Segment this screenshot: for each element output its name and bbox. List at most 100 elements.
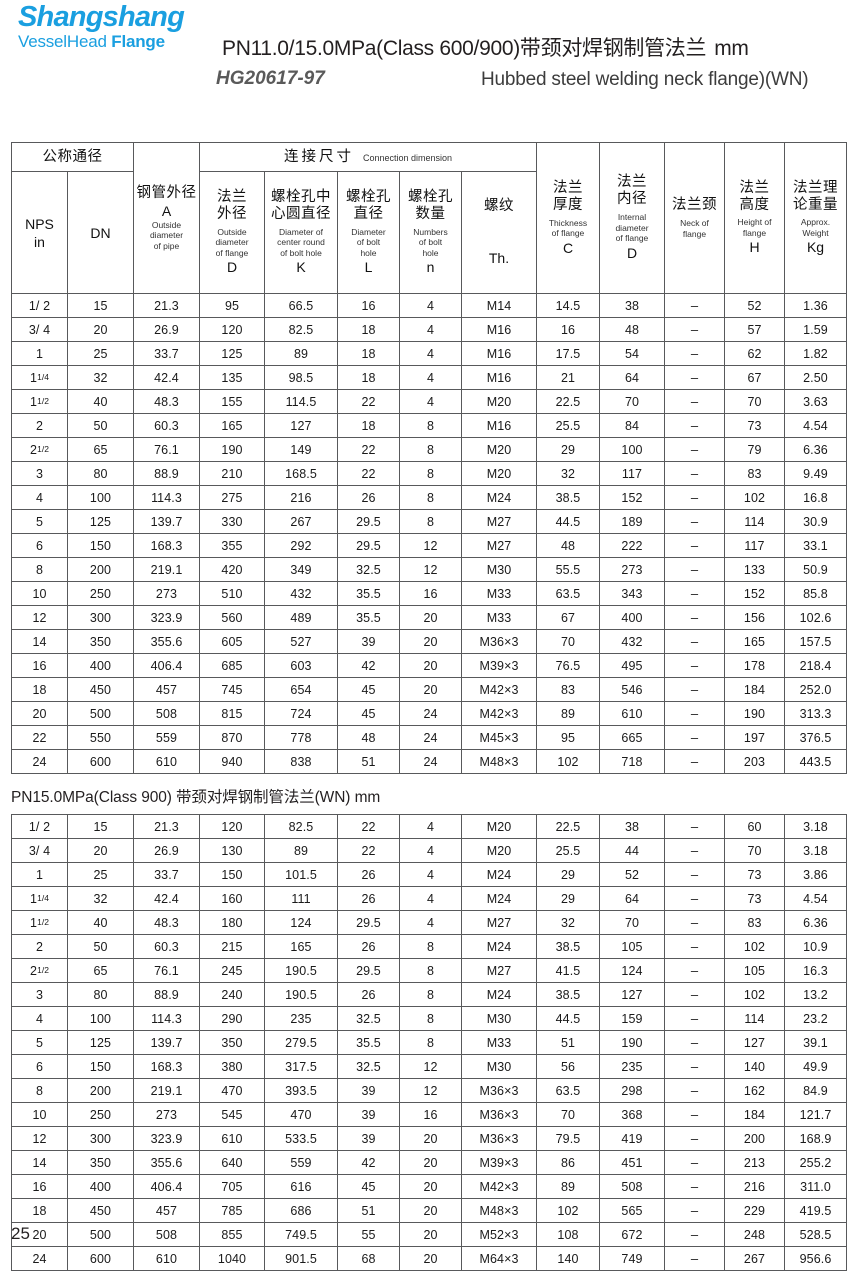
table-row: 18 450 457 745 654 45 20 M42×3 83 546 – 184 252.0 xyxy=(11,677,847,702)
table-cell: – xyxy=(664,1150,725,1175)
table-cell: 102 xyxy=(724,982,785,1007)
table-cell: 45 xyxy=(337,1174,400,1199)
flange-spec-table-2: 1/ 2 15 21.3 120 82.5 22 4 M20 22.5 38–60 3.18 3/ 4… xyxy=(11,814,847,1271)
table-cell: 451 xyxy=(599,1150,665,1175)
table-cell: 8 xyxy=(399,437,462,462)
col-inner-en2: diameter xyxy=(615,222,649,233)
table-cell: M16 xyxy=(461,317,537,342)
table-cell: 560 xyxy=(199,605,265,630)
table-cell: 18 xyxy=(337,317,400,342)
table-cell: 73 xyxy=(724,862,785,887)
group-nominal-bore: 公称通径 xyxy=(11,142,134,172)
table-cell: 159 xyxy=(599,1006,665,1031)
table-cell: 654 xyxy=(264,677,338,702)
table-cell: 3/ 4 xyxy=(11,317,68,342)
table-cell: 12 xyxy=(399,1054,462,1079)
table-cell: 323.9 xyxy=(133,605,200,630)
table-cell: 70 xyxy=(724,389,785,414)
table-cell: 117 xyxy=(599,461,665,486)
table-cell: – xyxy=(664,814,725,839)
table-cell: M39×3 xyxy=(461,1150,537,1175)
table-cell: 600 xyxy=(67,1246,134,1271)
table-cell: 252.0 xyxy=(784,677,847,702)
empty-value-dash: – xyxy=(690,754,699,769)
table-cell: – xyxy=(664,341,725,366)
table-cell: 9.49 xyxy=(784,461,847,486)
logo-tagline: VesselHead Flange xyxy=(18,32,208,52)
table2-wrapper: 1/ 2 15 21.3 120 82.5 22 4 M20 22.5 38–60 3.18 3/ 4… xyxy=(0,814,857,1271)
col-inner-en3: of flange xyxy=(615,233,649,244)
table-cell: 14.5 xyxy=(536,293,600,318)
table-cell: 778 xyxy=(264,725,338,750)
table-cell: 84 xyxy=(599,413,665,438)
table-cell: 222 xyxy=(599,533,665,558)
col-pipe-od-en3: of pipe xyxy=(153,240,180,251)
col-height-symbol: H xyxy=(749,239,760,255)
page-title-en: Hubbed steel welding neck flange)(WN) xyxy=(481,69,809,90)
table-cell: 420 xyxy=(199,557,265,582)
table-cell: M30 xyxy=(461,557,537,582)
table-cell: 44.5 xyxy=(536,1006,600,1031)
table-cell: – xyxy=(664,982,725,1007)
table-row: 8 200 219.1 470 393.5 39 12 M36×3 63.5 298 – 162 84.… xyxy=(11,1078,847,1103)
header-group-row: 公称通径 钢管外径 A Outside diameter of pipe xyxy=(11,142,847,294)
table-cell: 533.5 xyxy=(264,1126,338,1151)
table-cell: – xyxy=(664,1126,725,1151)
col-flange-od-en2: diameter xyxy=(215,237,249,248)
table-cell: 35.5 xyxy=(337,581,400,606)
table-cell: – xyxy=(664,1198,725,1223)
table-cell: 25 xyxy=(67,862,134,887)
col-nps-unit: in xyxy=(34,233,45,250)
table-cell: 45 xyxy=(337,701,400,726)
table-cell: 559 xyxy=(133,725,200,750)
table-cell: M16 xyxy=(461,341,537,366)
table-row: 3 80 88.9 240 190.5 26 8 M24 38.5 127 – 102 13.2 xyxy=(11,982,847,1007)
table-cell: 60.3 xyxy=(133,934,200,959)
table-cell: 48 xyxy=(599,317,665,342)
table-cell: 21.3 xyxy=(133,814,200,839)
table-cell: 125 xyxy=(67,509,134,534)
table-cell: 4 xyxy=(399,862,462,887)
col-bolt-circle-diameter: 螺栓孔中 心圆直径 Diameter of center round of bo… xyxy=(264,171,338,294)
table-cell: 68 xyxy=(337,1246,400,1271)
col-dn: DN xyxy=(67,171,134,294)
table-cell: 67 xyxy=(536,605,600,630)
table-cell: 52 xyxy=(724,293,785,318)
table-cell: 127 xyxy=(599,982,665,1007)
table-cell: 16 xyxy=(337,293,400,318)
table-cell: 273 xyxy=(133,581,200,606)
table-cell: 267 xyxy=(264,509,338,534)
table-cell: 1.82 xyxy=(784,341,847,366)
table-cell: 29.5 xyxy=(337,533,400,558)
table-cell: M36×3 xyxy=(461,1078,537,1103)
table-cell: 24 xyxy=(399,725,462,750)
table-cell: 20 xyxy=(399,629,462,654)
table-cell: 8 xyxy=(11,1078,68,1103)
table-cell: 39 xyxy=(337,1078,400,1103)
table-cell: 33.1 xyxy=(784,533,847,558)
table-cell: 956.6 xyxy=(784,1246,847,1271)
table-row: 4 100 114.3 275 216 26 8 M24 38.5 152 – 102 16.8 xyxy=(11,485,847,510)
table-cell: 685 xyxy=(199,653,265,678)
table-cell: 63.5 xyxy=(536,581,600,606)
table-cell: 73 xyxy=(724,413,785,438)
header-detail-row: NPS in DN 法兰 外径 Outside xyxy=(11,171,847,294)
table-cell: 745 xyxy=(199,677,265,702)
table-cell: M16 xyxy=(461,413,537,438)
table-cell: 29 xyxy=(536,862,600,887)
table-cell: 26 xyxy=(337,982,400,1007)
table-cell: 35.5 xyxy=(337,605,400,630)
table-cell: 29.5 xyxy=(337,958,400,983)
table-row: 16 400 406.4 685 603 42 20 M39×3 76.5 495 – 178 218.… xyxy=(11,653,847,678)
col-flange-neck: 法兰颈 Neck of flange xyxy=(664,142,725,294)
table-cell: M20 xyxy=(461,461,537,486)
table-cell: 39 xyxy=(337,629,400,654)
empty-value-dash: – xyxy=(690,394,699,409)
table-cell: 70 xyxy=(599,389,665,414)
table-cell: 48 xyxy=(337,725,400,750)
table-cell: 20 xyxy=(67,838,134,863)
table-cell: 610 xyxy=(133,749,200,774)
table-row: 22 550 559 870 778 48 24 M45×3 95 665 – 197 376.5 xyxy=(11,725,847,750)
empty-value-dash: – xyxy=(690,442,699,457)
table-cell: 108 xyxy=(536,1222,600,1247)
